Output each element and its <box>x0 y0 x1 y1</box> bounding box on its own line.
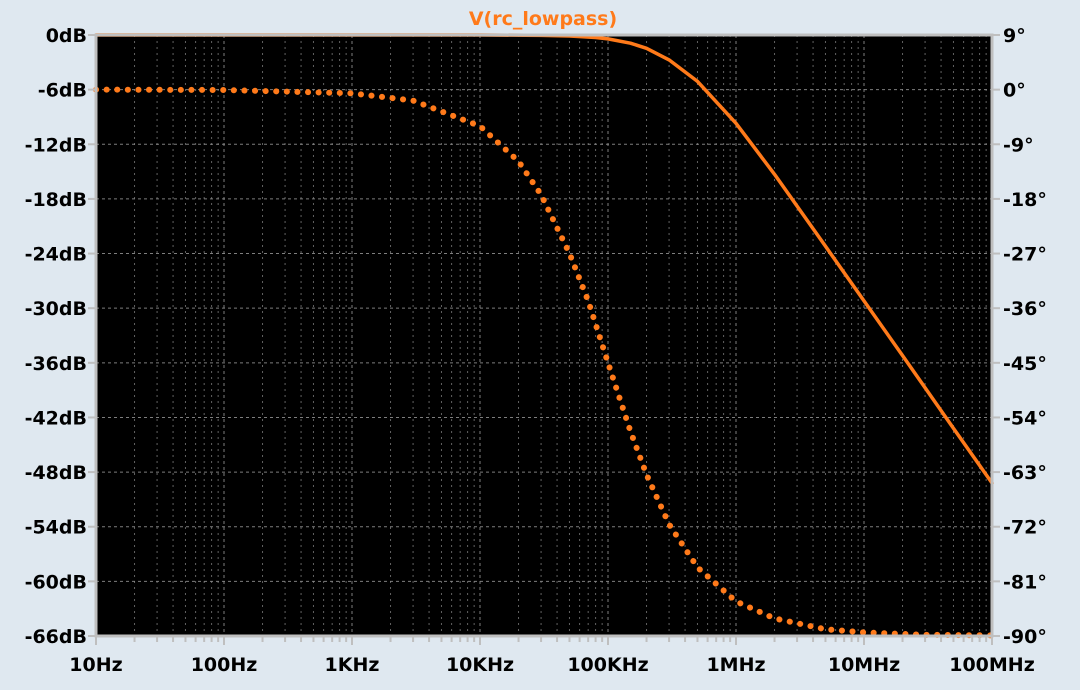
x-tick-label: 10Hz <box>69 654 122 676</box>
x-tick-label: 100MHz <box>949 654 1035 676</box>
x-tick-label: 100Hz <box>191 654 258 676</box>
y-left-tick-label: -42dB <box>25 407 87 429</box>
phase-trace <box>93 86 995 639</box>
y-right-tick-label: -72° <box>1003 517 1047 539</box>
y-left-tick-label: -48dB <box>25 462 87 484</box>
y-left-tick-label: -36dB <box>25 353 87 375</box>
plot-area[interactable] <box>96 35 992 636</box>
x-tick-label: 10MHz <box>828 654 900 676</box>
y-left-tick-label: -66dB <box>25 626 87 648</box>
y-left-tick-label: -54dB <box>25 517 87 539</box>
tick-labels: 10Hz 100Hz 1KHz 10KHz 100KHz 1MHz 10MHz 100MHz 0… <box>25 25 1047 676</box>
y-left-tick-label: 0dB <box>46 25 87 47</box>
x-tick-label: 100KHz <box>567 654 648 676</box>
y-left-tick-label: -30dB <box>25 298 87 320</box>
plot-border <box>94 33 994 638</box>
y-right-tick-label: -81° <box>1003 571 1047 593</box>
y-left-tick-label: -18dB <box>25 189 87 211</box>
y-right-tick-label: -54° <box>1003 407 1047 429</box>
y-right-tick-label: -45° <box>1003 353 1047 375</box>
y-left-tick-label: -6dB <box>38 80 87 102</box>
y-left-tick-label: -24dB <box>25 244 87 266</box>
x-tick-label: 1MHz <box>706 654 765 676</box>
y-right-tick-label: -36° <box>1003 298 1047 320</box>
y-right-tick-label: -63° <box>1003 462 1047 484</box>
y-right-tick-label: -90° <box>1003 626 1047 648</box>
x-tick-label: 10KHz <box>446 654 514 676</box>
y-right-tick-label: -27° <box>1003 244 1047 266</box>
y-left-tick-label: -12dB <box>25 134 87 156</box>
tick-marks <box>88 34 1000 645</box>
x-tick-label: 1KHz <box>325 654 380 676</box>
y-left-tick-label: -60dB <box>25 571 87 593</box>
chart-title[interactable]: V(rc_lowpass) <box>469 8 617 30</box>
y-right-tick-label: 0° <box>1003 80 1026 102</box>
y-right-tick-label: -9° <box>1003 134 1034 156</box>
y-right-tick-label: 9° <box>1003 25 1026 47</box>
y-right-tick-label: -18° <box>1003 189 1047 211</box>
